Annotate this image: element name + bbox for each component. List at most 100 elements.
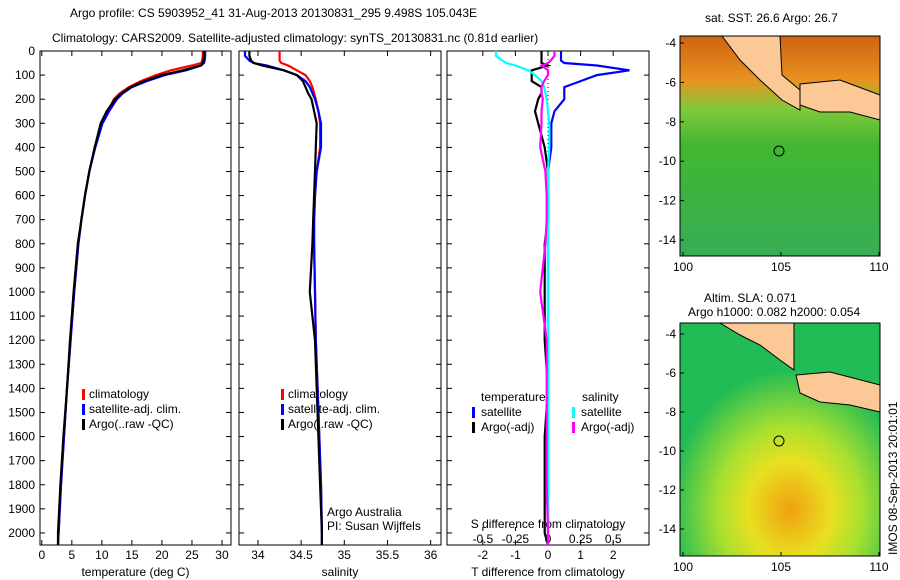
y-tick-label: 1400 — [8, 381, 35, 395]
y-tick-label: 900 — [15, 261, 35, 275]
legend-label: Argo(..raw -QC) — [89, 417, 174, 431]
panel-3: -2 -1 0 1 2 T difference from climatology -0.5… — [446, 50, 650, 579]
legend-label: satellite — [581, 405, 622, 419]
lat-tick-label: -6 — [665, 366, 676, 380]
lat-tick-label: -14 — [659, 522, 677, 536]
lat-tick-label: -10 — [659, 444, 677, 458]
sla-map-title-1: Altim. SLA: 0.071 — [704, 291, 797, 305]
x-tick-label: 34 — [251, 548, 265, 562]
argo-float-marker — [773, 435, 785, 447]
legend-label: Argo(-adj) — [581, 420, 634, 434]
land-sumatra — [721, 35, 801, 111]
legend-label: climatology — [89, 387, 149, 401]
y-tick-label: 1300 — [8, 357, 35, 371]
argo-float-marker — [773, 145, 785, 157]
x-tick-label: 0 — [545, 548, 552, 562]
y-tick-label: 1600 — [8, 430, 35, 444]
annotation: Argo Australia — [327, 505, 402, 519]
lat-tick-label: -8 — [665, 115, 676, 129]
s-tick-label: -0.5 — [472, 532, 493, 546]
lat-tick-label: -4 — [665, 36, 676, 50]
legend-swatch — [281, 419, 284, 430]
series-line-argo-adj- — [539, 51, 556, 545]
series-line-satellite — [494, 51, 551, 545]
y-tick-label: 1800 — [8, 478, 35, 492]
lon-tick-label: 100 — [673, 260, 693, 274]
legend-label: Argo(-adj) — [481, 420, 534, 434]
plot-frame — [238, 50, 442, 546]
x-tick-label: 34.5 — [289, 548, 313, 562]
y-tick-label: 400 — [15, 140, 35, 154]
legend-label: climatology — [288, 387, 348, 401]
lat-tick-label: -10 — [659, 154, 677, 168]
x-axis-label: salinity — [322, 565, 359, 579]
legend-swatch — [472, 422, 475, 433]
lon-tick-label: 100 — [673, 560, 693, 574]
lat-tick-label: -12 — [659, 483, 677, 497]
y-tick-label: 300 — [15, 116, 35, 130]
x-tick-label: 35 — [338, 548, 352, 562]
y-tick-label: 2000 — [8, 526, 35, 540]
map-axes-2: 100 105 110 -4 -6 -8 -10 -12 -14 — [659, 327, 889, 574]
y-tick-label: 0 — [28, 44, 35, 58]
y-tick-label: 100 — [15, 68, 35, 82]
legend-swatch — [472, 407, 475, 418]
s-tick-label: -0.25 — [502, 532, 530, 546]
lon-tick-label: 110 — [869, 560, 888, 574]
x-tick-label: 35.5 — [376, 548, 400, 562]
x-tick-label: 2 — [610, 548, 617, 562]
legend-swatch — [572, 422, 575, 433]
y-tick-label: 600 — [15, 189, 35, 203]
legend-header: salinity — [582, 390, 619, 404]
lat-tick-label: -14 — [659, 233, 677, 247]
sla-field — [680, 323, 880, 556]
legend-swatch — [281, 389, 284, 400]
x-tick-label: 15 — [125, 548, 139, 562]
x-tick-label: 30 — [215, 548, 229, 562]
y-tick-label: 1200 — [8, 333, 35, 347]
x-tick-label: 0 — [38, 548, 45, 562]
legend-swatch — [82, 404, 85, 415]
lat-tick-label: -8 — [665, 405, 676, 419]
y-tick-label: 1700 — [8, 454, 35, 468]
x-tick-label: 1 — [577, 548, 584, 562]
lon-tick-label: 110 — [869, 260, 888, 274]
imos-timestamp: IMOS 08-Sep-2013 20:01:01 — [886, 401, 900, 555]
land-java — [799, 79, 881, 121]
lat-tick-label: -12 — [659, 194, 677, 208]
sla-map-title-2: Argo h1000: 0.082 h2000: 0.054 — [688, 305, 860, 319]
x-tick-label: 25 — [185, 548, 199, 562]
legend-label: satellite-adj. clim. — [288, 402, 380, 416]
legend-swatch — [82, 389, 85, 400]
series-line-argo-raw-qc- — [248, 51, 323, 545]
legend-label: satellite-adj. clim. — [89, 402, 181, 416]
lat-tick-label: -4 — [665, 327, 676, 341]
legend-swatch — [82, 419, 85, 430]
x-axis-label: temperature (deg C) — [81, 565, 189, 579]
y-tick-label: 1000 — [8, 285, 35, 299]
y-tick-label: 700 — [15, 213, 35, 227]
map-axes-1: 100 105 110 -4 -6 -8 -10 -12 -14 — [659, 36, 889, 274]
s-tick-label: 0.25 — [569, 532, 593, 546]
x-axis-label: T difference from climatology — [471, 565, 625, 579]
y-tick-label: 1900 — [8, 502, 35, 516]
annotation: PI: Susan Wijffels — [327, 519, 421, 533]
x-tick-label: -2 — [478, 548, 489, 562]
x-tick-label: -1 — [510, 548, 521, 562]
y-tick-label: 200 — [15, 92, 35, 106]
y-tick-label: 1500 — [8, 405, 35, 419]
title-line-2: Climatology: CARS2009. Satellite-adjuste… — [52, 31, 538, 45]
legend-label: satellite — [481, 405, 522, 419]
series-line-climatology — [56, 51, 204, 546]
lon-tick-label: 105 — [771, 560, 791, 574]
x-tick-label: 10 — [95, 548, 109, 562]
lon-tick-label: 105 — [771, 260, 791, 274]
series-line-argo-raw-qc- — [56, 51, 206, 545]
sst-map: sat. SST: 26.6 Argo: 26.7 — [679, 11, 881, 257]
land-java — [795, 371, 881, 413]
sst-map-title: sat. SST: 26.6 Argo: 26.7 — [705, 11, 838, 25]
series-line-satellite-adj-clim- — [56, 51, 207, 546]
s-tick-label: 0.5 — [605, 532, 622, 546]
x-tick-label: 36 — [424, 548, 438, 562]
